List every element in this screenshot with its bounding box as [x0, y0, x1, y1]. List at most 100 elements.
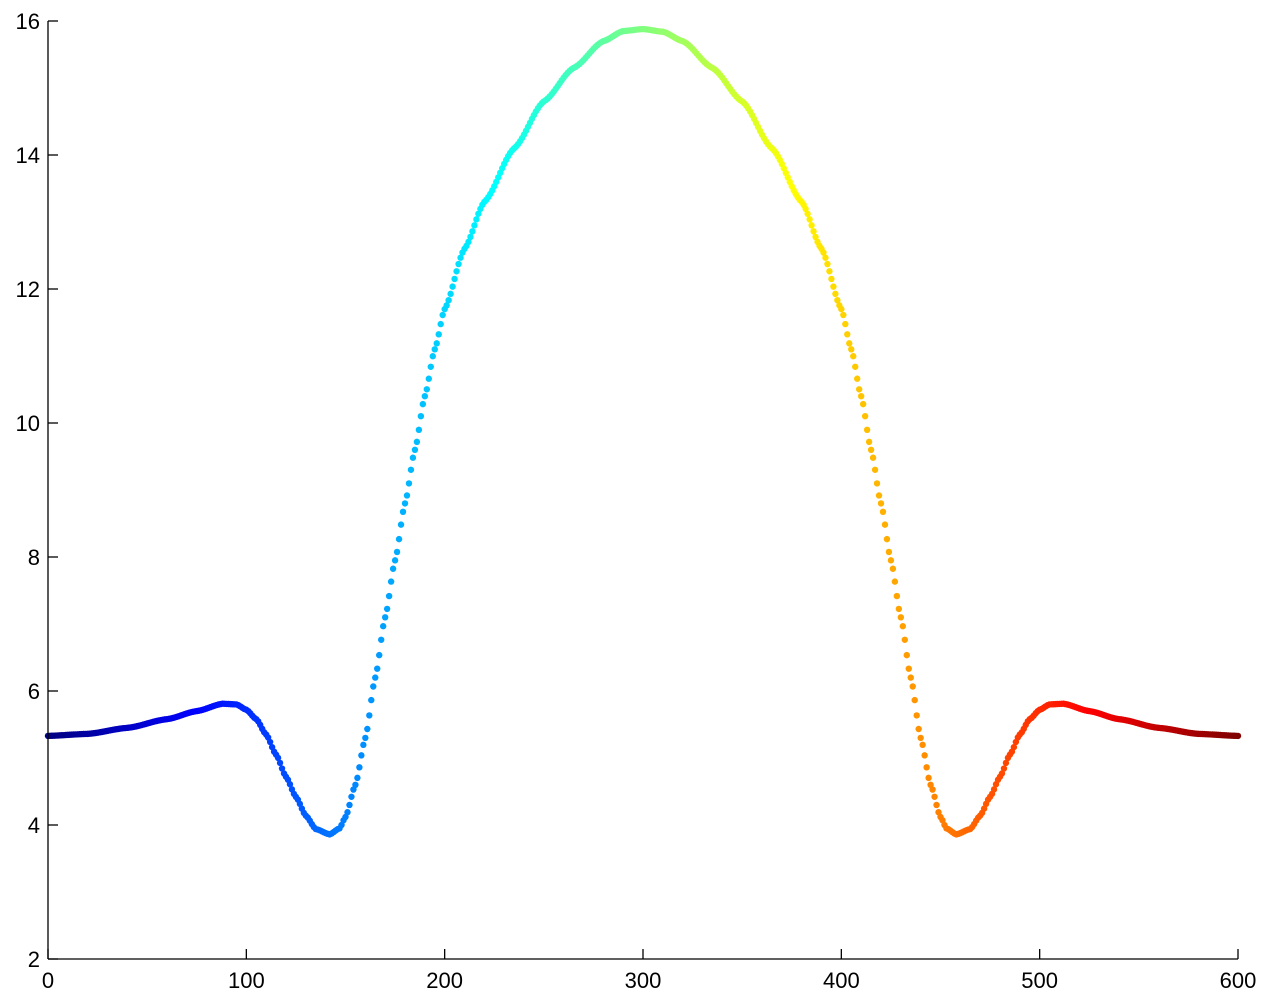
data-point — [897, 614, 905, 621]
data-point — [379, 623, 387, 630]
data-point — [820, 249, 827, 256]
data-point — [389, 565, 397, 572]
data-point — [806, 216, 813, 223]
data-point — [393, 548, 401, 556]
data-point — [356, 764, 363, 771]
y-tick-label: 4 — [28, 813, 40, 838]
data-point — [368, 696, 375, 704]
data-point — [830, 283, 837, 290]
data-point — [832, 290, 839, 298]
data-point — [469, 228, 476, 235]
data-point — [407, 466, 415, 473]
y-tick-label: 12 — [16, 277, 40, 302]
data-point — [409, 454, 417, 461]
data-point — [913, 712, 920, 719]
data-point — [429, 353, 436, 360]
data-point — [885, 548, 893, 556]
data-point — [826, 268, 833, 275]
data-point — [911, 696, 918, 704]
data-point — [859, 400, 867, 408]
data-point — [873, 480, 881, 487]
data-point — [381, 614, 389, 621]
data-point — [433, 340, 440, 347]
data-point — [352, 781, 359, 788]
data-point — [828, 275, 835, 283]
data-point — [387, 578, 395, 585]
data-point — [871, 466, 879, 473]
data-point — [360, 741, 367, 749]
y-tick-label: 2 — [28, 947, 40, 972]
data-point — [425, 375, 432, 382]
data-point — [437, 320, 444, 328]
data-point — [362, 734, 369, 742]
data-point — [855, 386, 863, 393]
data-point — [465, 238, 472, 246]
data-point — [451, 275, 458, 283]
data-point — [455, 260, 462, 268]
data-point — [385, 592, 393, 600]
x-tick-label: 400 — [823, 968, 860, 993]
data-point — [822, 254, 829, 261]
data-point — [808, 222, 815, 229]
data-point — [391, 557, 399, 564]
data-point — [929, 786, 936, 793]
data-point — [804, 210, 811, 217]
data-point — [449, 283, 456, 290]
data-point — [933, 801, 940, 809]
data-point — [286, 781, 294, 788]
data-point — [374, 665, 381, 672]
x-tick-label: 0 — [42, 968, 54, 993]
data-point — [923, 764, 930, 771]
ticks: 0 100 200 300 400 500 600 2 4 6 8 10 12 14 16 — [16, 9, 1257, 993]
data-point — [415, 426, 423, 434]
data-point — [854, 375, 861, 382]
data-point — [990, 786, 998, 793]
data-point — [403, 492, 411, 499]
data-point — [863, 426, 871, 434]
data-point — [376, 651, 383, 659]
data-point — [274, 754, 282, 762]
x-tick-label: 300 — [625, 968, 662, 993]
data-point — [423, 386, 431, 393]
data-point — [931, 793, 938, 800]
data-point — [421, 393, 429, 400]
data-point — [834, 296, 841, 304]
data-point — [875, 492, 883, 499]
data-point — [881, 521, 889, 528]
data-point — [443, 302, 450, 309]
data-point — [901, 636, 908, 643]
data-point — [895, 605, 903, 613]
data-point — [372, 674, 379, 681]
data-point — [358, 752, 365, 759]
data-point — [439, 311, 446, 319]
data-point — [921, 752, 928, 759]
data-point — [857, 393, 865, 400]
data-point — [411, 446, 419, 453]
data-point — [867, 446, 875, 453]
data-point — [346, 801, 353, 809]
data-points — [44, 25, 1242, 838]
data-point — [899, 623, 907, 630]
data-point — [401, 500, 409, 507]
x-tick-label: 100 — [228, 968, 265, 993]
data-point — [877, 500, 885, 507]
data-point — [889, 565, 897, 572]
data-point — [840, 311, 847, 319]
data-point — [824, 260, 831, 268]
data-point — [879, 508, 887, 516]
data-point — [413, 438, 421, 446]
x-tick-label: 600 — [1220, 968, 1257, 993]
y-tick-label: 10 — [16, 411, 40, 436]
data-point — [354, 774, 361, 782]
data-point — [276, 759, 284, 767]
data-point — [473, 216, 480, 223]
data-point — [417, 412, 425, 420]
data-point — [447, 290, 454, 298]
x-tick-label: 200 — [426, 968, 463, 993]
data-point — [915, 725, 922, 733]
data-point — [378, 636, 385, 643]
data-point — [1002, 759, 1010, 767]
data-point — [445, 296, 452, 304]
data-point — [1000, 765, 1008, 772]
